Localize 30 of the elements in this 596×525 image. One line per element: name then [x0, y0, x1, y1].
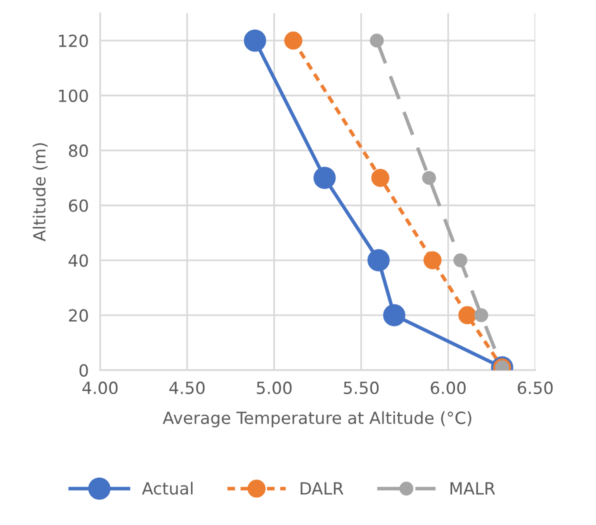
point [284, 32, 302, 50]
y-tick-label: 40 [68, 254, 88, 267]
y-tick-label: 100 [59, 89, 88, 102]
point [370, 34, 384, 48]
point [422, 170, 436, 185]
y-tick-label: 20 [69, 309, 88, 322]
x-tick-label: 5.00 [256, 382, 292, 394]
point [383, 304, 406, 326]
x-axis-title: Average Temperature at Altitude (°C) [162, 411, 472, 428]
point [474, 308, 488, 322]
point [371, 168, 390, 187]
x-tick-label: 4.00 [82, 382, 118, 394]
x-tick-label: 6.00 [430, 382, 466, 394]
y-tick-label: 80 [68, 144, 88, 157]
point [458, 306, 476, 324]
point [367, 249, 390, 272]
point [424, 251, 442, 270]
y-tick-label: 120 [59, 34, 88, 48]
legend-label: MALR [450, 482, 496, 494]
point [314, 166, 336, 190]
x-tick-label: 5.50 [344, 382, 379, 394]
point [453, 253, 468, 268]
y-tick-label: 0 [80, 364, 88, 377]
legend-label: DALR [300, 482, 344, 494]
x-tick-label: 4.50 [169, 382, 205, 394]
y-axis-title: Altitude (m) [32, 143, 48, 242]
y-tick-label: 60 [68, 199, 88, 212]
x-tick-label: 6.50 [518, 382, 553, 394]
legend-label: Actual [142, 482, 193, 495]
point [244, 29, 266, 52]
